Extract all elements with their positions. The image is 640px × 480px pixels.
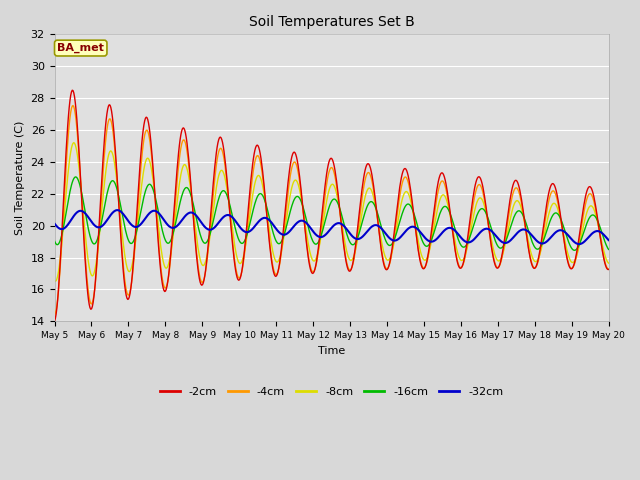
- Text: BA_met: BA_met: [58, 43, 104, 53]
- X-axis label: Time: Time: [318, 346, 345, 356]
- Title: Soil Temperatures Set B: Soil Temperatures Set B: [249, 15, 415, 29]
- Legend: -2cm, -4cm, -8cm, -16cm, -32cm: -2cm, -4cm, -8cm, -16cm, -32cm: [156, 383, 508, 402]
- Y-axis label: Soil Temperature (C): Soil Temperature (C): [15, 120, 25, 235]
